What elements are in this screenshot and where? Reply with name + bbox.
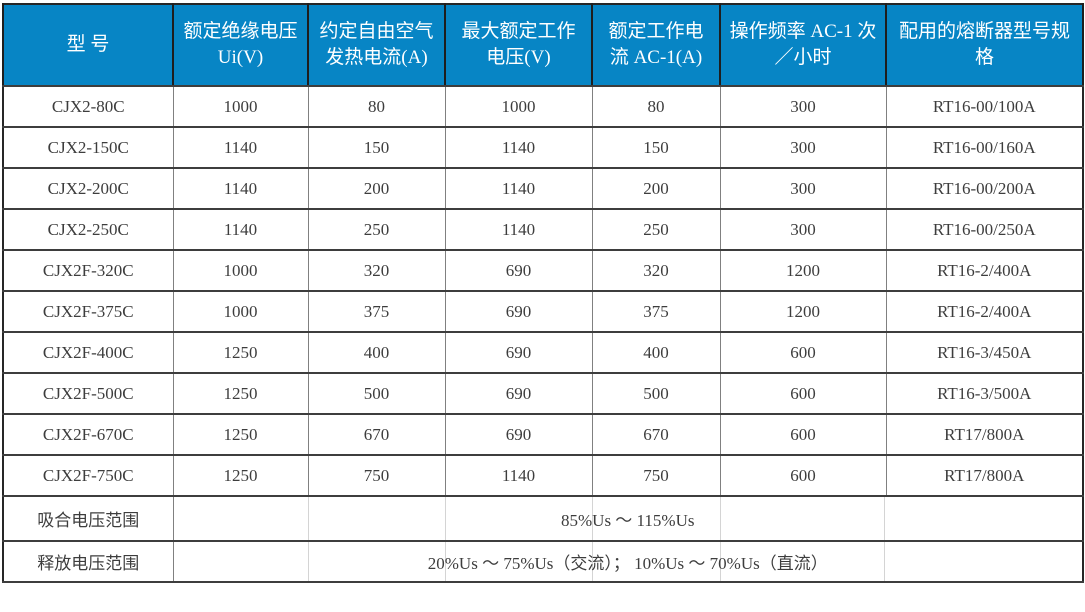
value-cell: 1000 xyxy=(172,85,309,128)
footer-label-cell: 吸合电压范围 xyxy=(2,495,174,542)
value-cell: RT17/800A xyxy=(885,413,1084,456)
value-cell: 80 xyxy=(307,85,446,128)
header-cell-operation-frequency: 操作频率 AC-1 次／小时 xyxy=(719,4,887,87)
value-cell: 1140 xyxy=(172,126,309,169)
value-cell: 1250 xyxy=(172,413,309,456)
value-cell: 250 xyxy=(591,208,721,251)
value-cell: 1140 xyxy=(172,208,309,251)
value-cell: 690 xyxy=(444,331,593,374)
value-cell: RT16-00/100A xyxy=(885,85,1084,128)
header-cell-max-working-voltage: 最大额定工作电压(V) xyxy=(444,4,593,87)
value-cell: 320 xyxy=(307,249,446,292)
value-cell: 1000 xyxy=(444,85,593,128)
model-cell: CJX2-80C xyxy=(2,85,174,128)
model-cell: CJX2F-500C xyxy=(2,372,174,415)
value-cell: RT16-2/400A xyxy=(885,290,1084,333)
table-row: CJX2F-375C 1000 375 690 375 1200 RT16-2/… xyxy=(2,290,1084,333)
value-cell: 200 xyxy=(307,167,446,210)
value-cell: 500 xyxy=(591,372,721,415)
value-cell: 600 xyxy=(719,454,887,497)
value-cell: RT16-00/250A xyxy=(885,208,1084,251)
value-cell: 690 xyxy=(444,413,593,456)
model-cell: CJX2-200C xyxy=(2,167,174,210)
value-cell: 400 xyxy=(307,331,446,374)
value-cell: 320 xyxy=(591,249,721,292)
value-cell: 1250 xyxy=(172,372,309,415)
value-cell: 375 xyxy=(307,290,446,333)
value-cell: RT16-00/160A xyxy=(885,126,1084,169)
table-row: CJX2-80C 1000 80 1000 80 300 RT16-00/100… xyxy=(2,85,1084,128)
model-cell: CJX2-250C xyxy=(2,208,174,251)
table-row: CJX2F-320C 1000 320 690 320 1200 RT16-2/… xyxy=(2,249,1084,292)
contactor-spec-table: 型 号 额定绝缘电压 Ui(V) 约定自由空气发热电流(A) 最大额定工作电压(… xyxy=(2,3,1084,583)
value-cell: RT16-2/400A xyxy=(885,249,1084,292)
value-cell: 600 xyxy=(719,372,887,415)
header-cell-thermal-current: 约定自由空气发热电流(A) xyxy=(307,4,446,87)
table-row: CJX2F-400C 1250 400 690 400 600 RT16-3/4… xyxy=(2,331,1084,374)
value-cell: RT16-3/450A xyxy=(885,331,1084,374)
value-cell: 300 xyxy=(719,167,887,210)
value-cell: 300 xyxy=(719,85,887,128)
value-cell: 1200 xyxy=(719,290,887,333)
table-row: CJX2F-750C 1250 750 1140 750 600 RT17/80… xyxy=(2,454,1084,497)
value-cell: 690 xyxy=(444,290,593,333)
table-row: CJX2-150C 1140 150 1140 150 300 RT16-00/… xyxy=(2,126,1084,169)
footer-value-cell: 85%Us ～ 115%Us xyxy=(172,495,1084,542)
value-cell: 400 xyxy=(591,331,721,374)
header-row: 型 号 额定绝缘电压 Ui(V) 约定自由空气发热电流(A) 最大额定工作电压(… xyxy=(2,4,1084,87)
value-cell: 300 xyxy=(719,208,887,251)
table-row: CJX2-250C 1140 250 1140 250 300 RT16-00/… xyxy=(2,208,1084,251)
value-cell: 80 xyxy=(591,85,721,128)
value-cell: 1000 xyxy=(172,249,309,292)
value-cell: 690 xyxy=(444,372,593,415)
value-cell: 600 xyxy=(719,413,887,456)
value-cell: RT17/800A xyxy=(885,454,1084,497)
footer-row-release-voltage: 释放电压范围 20%Us ～ 75%Us（交流）； 10%Us ～ 70%Us（… xyxy=(2,540,1084,583)
value-cell: 200 xyxy=(591,167,721,210)
model-cell: CJX2F-320C xyxy=(2,249,174,292)
table-row: CJX2F-670C 1250 670 690 670 600 RT17/800… xyxy=(2,413,1084,456)
value-cell: 500 xyxy=(307,372,446,415)
value-cell: 1140 xyxy=(444,126,593,169)
value-cell: 375 xyxy=(591,290,721,333)
header-cell-model: 型 号 xyxy=(2,4,174,87)
value-cell: 1000 xyxy=(172,290,309,333)
value-cell: 1250 xyxy=(172,331,309,374)
header-cell-fuse-spec: 配用的熔断器型号规格 xyxy=(885,4,1084,87)
value-cell: 150 xyxy=(591,126,721,169)
table-row: CJX2F-500C 1250 500 690 500 600 RT16-3/5… xyxy=(2,372,1084,415)
value-cell: 1140 xyxy=(444,454,593,497)
model-cell: CJX2F-670C xyxy=(2,413,174,456)
value-cell: 1140 xyxy=(444,208,593,251)
header-cell-rated-current-ac1: 额定工作电流 AC-1(A) xyxy=(591,4,721,87)
value-cell: 1250 xyxy=(172,454,309,497)
value-cell: 750 xyxy=(307,454,446,497)
model-cell: CJX2F-375C xyxy=(2,290,174,333)
value-cell: 690 xyxy=(444,249,593,292)
value-cell: 300 xyxy=(719,126,887,169)
header-cell-insulation-voltage: 额定绝缘电压 Ui(V) xyxy=(172,4,309,87)
value-cell: RT16-00/200A xyxy=(885,167,1084,210)
value-cell: 1140 xyxy=(172,167,309,210)
model-cell: CJX2-150C xyxy=(2,126,174,169)
value-cell: 670 xyxy=(307,413,446,456)
value-cell: 750 xyxy=(591,454,721,497)
value-cell: 150 xyxy=(307,126,446,169)
value-cell: 670 xyxy=(591,413,721,456)
value-cell: RT16-3/500A xyxy=(885,372,1084,415)
model-cell: CJX2F-400C xyxy=(2,331,174,374)
table-row: CJX2-200C 1140 200 1140 200 300 RT16-00/… xyxy=(2,167,1084,210)
value-cell: 250 xyxy=(307,208,446,251)
value-cell: 1200 xyxy=(719,249,887,292)
model-cell: CJX2F-750C xyxy=(2,454,174,497)
footer-value-cell: 20%Us ～ 75%Us（交流）； 10%Us ～ 70%Us（直流） xyxy=(172,540,1084,583)
footer-row-pickup-voltage: 吸合电压范围 85%Us ～ 115%Us xyxy=(2,495,1084,542)
value-cell: 1140 xyxy=(444,167,593,210)
footer-label-cell: 释放电压范围 xyxy=(2,540,174,583)
value-cell: 600 xyxy=(719,331,887,374)
